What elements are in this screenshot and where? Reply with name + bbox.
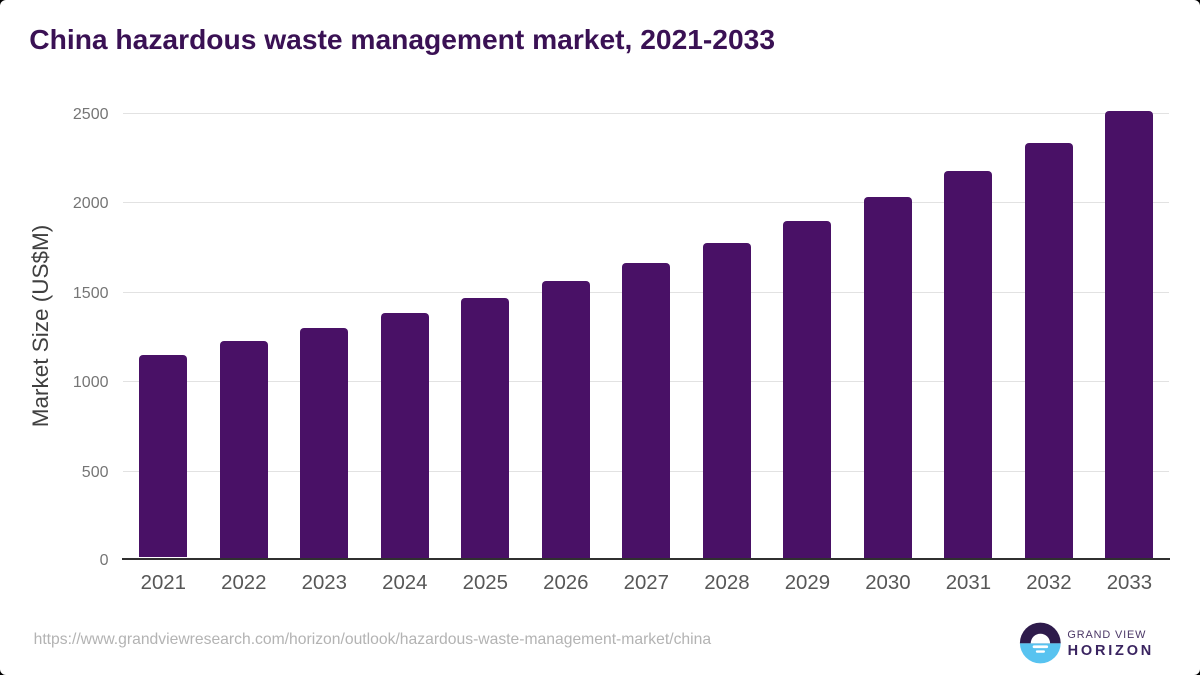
svg-text:HORIZON: HORIZON xyxy=(1068,643,1154,659)
svg-text:GRAND VIEW: GRAND VIEW xyxy=(1067,629,1146,641)
